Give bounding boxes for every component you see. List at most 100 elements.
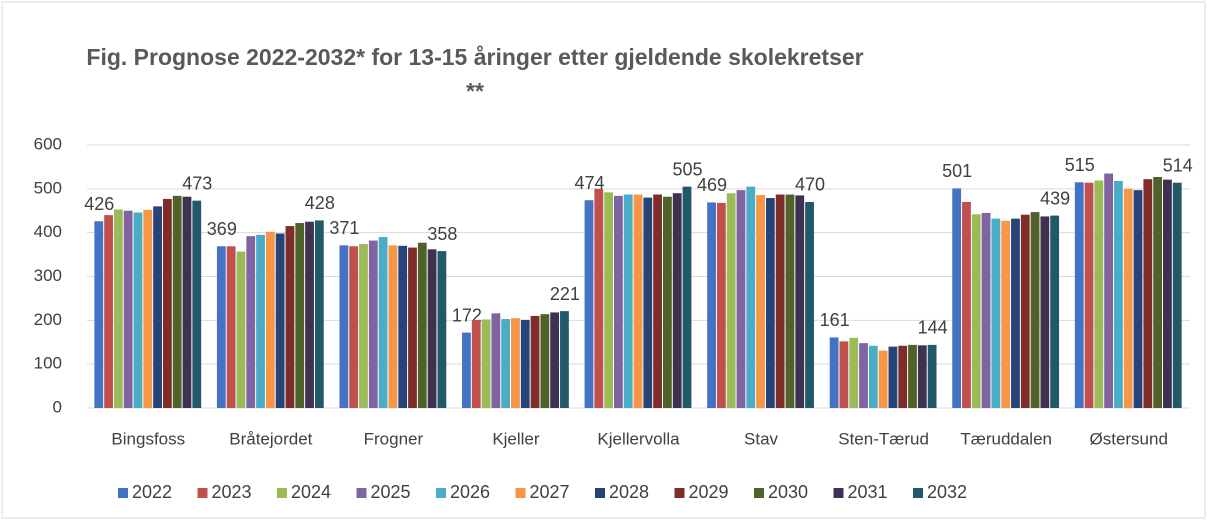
bar xyxy=(305,221,314,408)
bar xyxy=(295,223,305,408)
bar xyxy=(829,337,839,408)
legend-label: 2022 xyxy=(132,482,172,502)
data-label: 514 xyxy=(1163,155,1193,175)
bar xyxy=(1143,179,1153,408)
bar xyxy=(1074,182,1084,408)
bar xyxy=(971,214,981,408)
x-tick-label: Sten-Tærud xyxy=(838,429,929,448)
bar xyxy=(172,195,182,408)
bar xyxy=(226,246,236,408)
bar xyxy=(795,195,805,408)
bar xyxy=(143,209,153,408)
legend-label: 2030 xyxy=(768,482,808,502)
bar xyxy=(604,192,613,408)
bar xyxy=(368,240,378,408)
bar xyxy=(314,220,324,408)
bar xyxy=(898,345,908,408)
bar xyxy=(1104,173,1114,408)
bar xyxy=(962,201,971,408)
bar xyxy=(550,312,560,408)
data-label: 469 xyxy=(697,175,727,195)
bar xyxy=(462,332,471,408)
bar xyxy=(726,193,736,408)
legend-label: 2028 xyxy=(609,482,649,502)
bar xyxy=(1040,216,1050,408)
data-label: 470 xyxy=(795,175,825,195)
bar xyxy=(511,318,520,408)
bar xyxy=(285,226,295,408)
data-label: 221 xyxy=(550,284,580,304)
bar xyxy=(888,346,898,408)
bar xyxy=(643,197,653,408)
legend-label: 2026 xyxy=(450,482,490,502)
data-label: 474 xyxy=(574,173,604,193)
bar xyxy=(246,236,256,408)
bar xyxy=(952,188,962,408)
bar xyxy=(349,246,359,408)
legend-swatch xyxy=(674,488,685,498)
bar xyxy=(94,221,104,408)
bar xyxy=(1114,180,1123,408)
bar xyxy=(359,244,368,408)
chart-title: Fig. Prognose 2022-2032* for 13-15 åring… xyxy=(86,44,864,104)
bar xyxy=(491,313,501,408)
bar xyxy=(162,198,172,408)
bar xyxy=(859,343,868,408)
bar xyxy=(123,210,133,408)
bar xyxy=(746,186,756,408)
y-tick-label: 400 xyxy=(34,222,62,241)
bar xyxy=(927,344,937,408)
bar xyxy=(707,202,716,408)
bar xyxy=(991,218,1001,408)
bar xyxy=(653,194,662,408)
data-label: 371 xyxy=(329,218,359,238)
bar xyxy=(265,231,275,408)
bar xyxy=(1153,176,1163,408)
bar xyxy=(775,194,785,408)
bar xyxy=(805,201,814,408)
x-tick-label: Østersund xyxy=(1090,429,1168,448)
bar xyxy=(417,242,427,408)
bar xyxy=(785,194,795,408)
bar xyxy=(1163,179,1172,408)
y-tick-label: 100 xyxy=(34,354,62,373)
x-tick-label: Tæruddalen xyxy=(960,429,1052,448)
bar xyxy=(1011,218,1020,408)
bar xyxy=(339,245,349,408)
data-label: 144 xyxy=(918,318,948,338)
bar xyxy=(133,212,143,408)
x-tick-label: Kjeller xyxy=(492,429,540,448)
legend-label: 2031 xyxy=(848,482,888,502)
legend-label: 2025 xyxy=(371,482,411,502)
data-label: 473 xyxy=(182,173,212,193)
x-tick-label: Kjellervolla xyxy=(597,429,680,448)
legend-swatch xyxy=(913,488,923,498)
bar xyxy=(908,344,917,408)
data-label: 501 xyxy=(942,161,972,181)
bar xyxy=(839,341,849,408)
bar xyxy=(594,188,604,408)
bar xyxy=(682,186,692,408)
bar xyxy=(736,190,746,408)
bar xyxy=(981,212,991,408)
data-label: 505 xyxy=(672,159,702,179)
legend-label: 2029 xyxy=(689,482,729,502)
legend-swatch xyxy=(515,488,526,498)
bar xyxy=(540,314,550,408)
bar xyxy=(398,245,408,408)
bar xyxy=(481,319,491,408)
bar xyxy=(868,345,878,408)
bar xyxy=(663,196,672,408)
bar xyxy=(1001,220,1011,408)
bar xyxy=(1094,180,1104,408)
bar xyxy=(716,202,726,408)
bar xyxy=(216,246,226,408)
x-tick-label: Frogner xyxy=(364,429,424,448)
legend-swatch xyxy=(197,488,208,498)
y-tick-label: 300 xyxy=(34,266,62,285)
y-tick-label: 200 xyxy=(34,310,62,329)
bar xyxy=(584,200,594,408)
bar xyxy=(1123,188,1133,408)
bar xyxy=(437,251,447,408)
